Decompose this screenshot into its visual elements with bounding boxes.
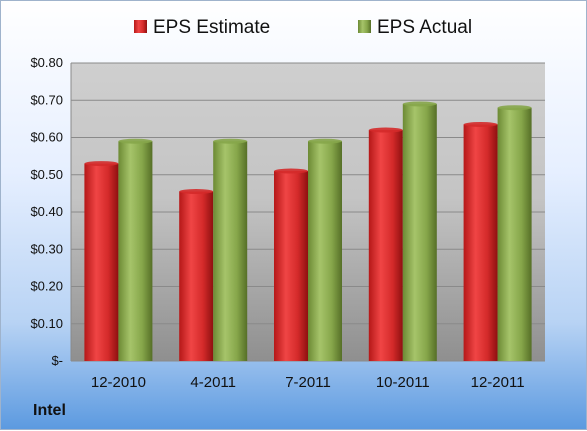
y-tick-label: $- [51,353,63,368]
bar-cap [118,138,153,144]
bar-eps-actual [497,107,532,361]
bar-cap [497,105,532,111]
x-tick-label: 7-2011 [285,374,331,391]
y-tick-label: $0.80 [30,55,63,70]
y-tick-label: $0.50 [30,167,63,182]
company-name: Intel [33,402,66,419]
bar-eps-actual [213,141,248,361]
bar-cap [84,161,119,167]
bar-eps-actual [308,141,342,361]
bar-eps-estimate [274,171,308,361]
bar-cap [402,101,437,107]
x-axis: 12-2010 4-2011 7-2011 10-2011 12-2011 [91,374,525,391]
bar-cap [179,189,214,195]
x-tick-label: 4-2011 [190,374,236,391]
y-tick-label: $0.70 [30,92,63,107]
legend-label: EPS Estimate [153,17,270,38]
bar-eps-estimate [84,163,119,361]
bar-eps-actual [402,103,437,361]
bars [84,101,532,362]
y-tick-label: $0.10 [30,316,63,331]
legend-label: EPS Actual [377,17,472,38]
y-tick-label: $0.40 [30,204,63,219]
bar-cap [368,127,403,133]
legend: EPS Estimate EPS Actual [134,17,472,38]
bar-cap [274,168,308,174]
bar-cap [213,138,248,144]
x-tick-label: 12-2011 [471,374,525,391]
legend-swatch [358,20,371,33]
y-tick-label: $0.60 [30,130,63,145]
y-axis: $- $0.10 $0.20 $0.30 $0.40 $0.50 $0.60 $0.70 $0.… [30,55,72,368]
bar-cap [308,138,342,144]
y-tick-label: $0.20 [30,279,63,294]
y-tick-label: $0.30 [30,241,63,256]
x-tick-label: 12-2010 [91,374,146,391]
bar-cap [463,121,498,127]
bar-eps-actual [118,141,153,361]
x-tick-label: 10-2011 [376,374,430,391]
bar-eps-estimate [179,191,214,361]
bar-eps-estimate [368,130,403,361]
legend-swatch [134,20,147,33]
bar-eps-estimate [463,124,498,362]
